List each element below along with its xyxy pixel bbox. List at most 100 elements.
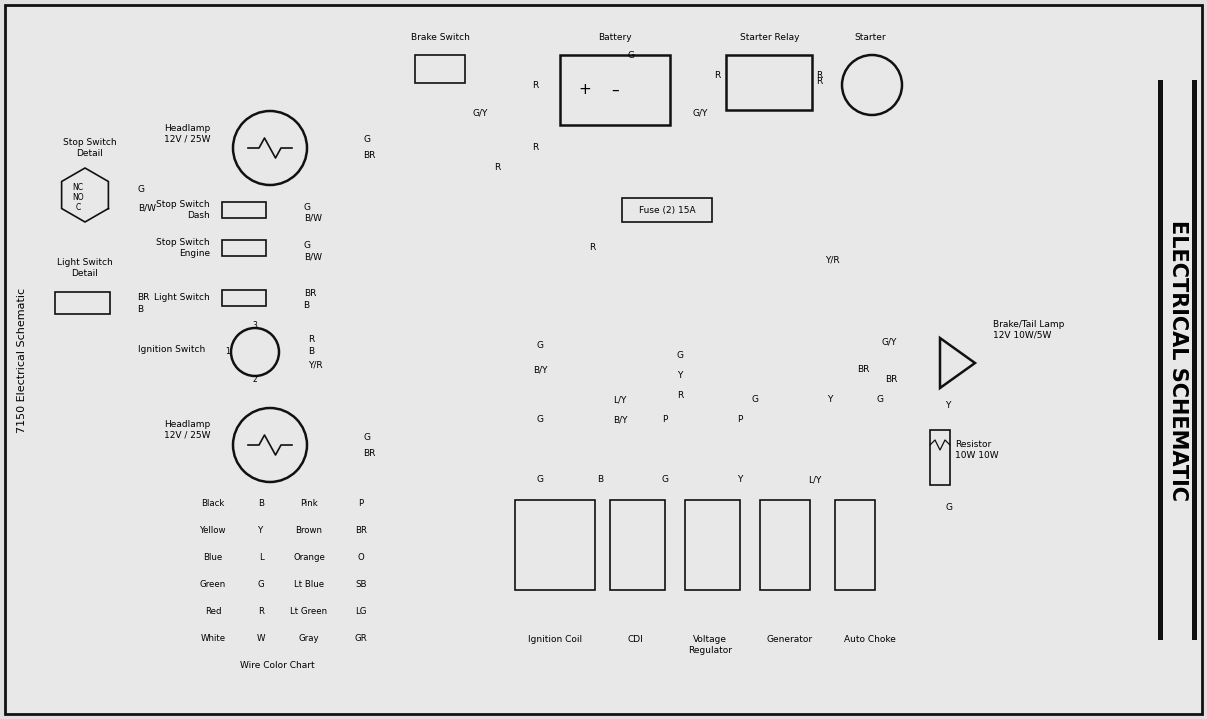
Text: Lt Blue: Lt Blue [295, 580, 323, 589]
Text: L: L [258, 553, 263, 562]
Text: G: G [536, 475, 543, 485]
Text: P: P [737, 416, 742, 424]
Text: Wire Color Chart: Wire Color Chart [240, 661, 314, 671]
Text: Y: Y [258, 526, 263, 535]
Circle shape [231, 328, 279, 376]
Text: Y: Y [737, 475, 742, 485]
Bar [515, 500, 595, 590]
Text: Generator: Generator [766, 636, 814, 644]
Text: R: R [677, 390, 683, 400]
Text: G: G [876, 395, 884, 405]
Text: GR: GR [355, 634, 367, 643]
Text: G: G [363, 135, 371, 145]
Text: Y: Y [677, 370, 683, 380]
Text: Gray: Gray [298, 634, 320, 643]
Text: BR: BR [885, 375, 897, 385]
Text: B/W: B/W [304, 214, 322, 222]
Bar [610, 500, 665, 590]
Text: B: B [258, 499, 264, 508]
Bar [222, 202, 266, 218]
Text: Stop Switch
Dash: Stop Switch Dash [157, 201, 210, 220]
Text: Starter: Starter [855, 34, 886, 42]
Text: G: G [536, 416, 543, 424]
Text: Starter Relay: Starter Relay [740, 34, 800, 42]
Text: BR: BR [363, 449, 375, 457]
Circle shape [233, 111, 307, 185]
Text: Pink: Pink [301, 499, 317, 508]
Text: R: R [816, 78, 822, 86]
Text: Stop Switch
Detail: Stop Switch Detail [63, 138, 117, 157]
Text: Y: Y [945, 400, 950, 410]
Text: G: G [257, 580, 264, 589]
Text: P: P [358, 499, 363, 508]
Bar [760, 500, 810, 590]
Text: Light Switch
Detail: Light Switch Detail [57, 258, 113, 278]
Bar [415, 55, 465, 83]
Text: 2: 2 [252, 375, 257, 385]
Text: BR: BR [858, 365, 870, 375]
Bar [835, 500, 875, 590]
Text: L/Y: L/Y [809, 475, 822, 485]
Text: Brake Switch: Brake Switch [410, 34, 470, 42]
Text: +: + [578, 83, 591, 98]
Text: 3: 3 [252, 321, 257, 329]
Text: Resistor
10W 10W: Resistor 10W 10W [955, 440, 998, 459]
Text: O: O [357, 553, 365, 562]
Text: G/Y: G/Y [881, 337, 897, 347]
Text: R: R [308, 336, 314, 344]
Text: Brake/Tail Lamp
12V 10W/5W: Brake/Tail Lamp 12V 10W/5W [993, 320, 1065, 339]
Text: Stop Switch
Engine: Stop Switch Engine [157, 238, 210, 257]
Circle shape [842, 55, 902, 115]
Text: Headlamp
12V / 25W: Headlamp 12V / 25W [163, 124, 210, 144]
Text: B/W: B/W [138, 203, 156, 213]
Text: G: G [661, 475, 669, 485]
Text: B: B [138, 305, 144, 313]
Text: Battery: Battery [599, 34, 631, 42]
Text: B: B [308, 347, 314, 357]
Text: Fuse (2) 15A: Fuse (2) 15A [639, 206, 695, 214]
Text: R: R [258, 607, 264, 616]
Text: G: G [303, 203, 310, 211]
Text: R: R [816, 70, 822, 80]
Text: White: White [200, 634, 226, 643]
Text: Lt Green: Lt Green [291, 607, 327, 616]
Text: BR: BR [363, 152, 375, 160]
Bar [560, 55, 670, 125]
Text: R: R [532, 81, 538, 89]
Text: L/Y: L/Y [613, 395, 626, 405]
Text: Ignition Coil: Ignition Coil [527, 636, 582, 644]
Text: Yellow: Yellow [199, 526, 226, 535]
Text: Blue: Blue [203, 553, 222, 562]
Text: NC: NC [72, 183, 83, 193]
Text: BR: BR [355, 526, 367, 535]
Text: B: B [303, 301, 309, 311]
Text: 7150 Electrical Schematic: 7150 Electrical Schematic [17, 288, 27, 433]
Text: LG: LG [355, 607, 367, 616]
Text: NO: NO [72, 193, 83, 203]
Polygon shape [940, 338, 975, 388]
Text: G: G [945, 503, 952, 513]
Text: Y: Y [827, 395, 833, 405]
Text: Auto Choke: Auto Choke [844, 636, 896, 644]
Text: Voltage
Regulator: Voltage Regulator [688, 636, 731, 655]
Text: R: R [494, 163, 500, 173]
Text: 1: 1 [226, 347, 231, 357]
Text: Ignition Switch: Ignition Switch [138, 346, 205, 354]
Text: Headlamp
12V / 25W: Headlamp 12V / 25W [163, 421, 210, 440]
Text: R: R [713, 70, 721, 80]
Text: W: W [257, 634, 266, 643]
Bar [622, 198, 712, 222]
Bar [686, 500, 740, 590]
Text: P: P [663, 416, 667, 424]
Text: Red: Red [205, 607, 221, 616]
Bar [1158, 80, 1164, 640]
Text: B: B [597, 475, 604, 485]
Text: Brown: Brown [296, 526, 322, 535]
Text: ELECTRICAL SCHEMATIC: ELECTRICAL SCHEMATIC [1168, 219, 1188, 500]
Text: R: R [589, 244, 595, 252]
Text: C: C [75, 203, 81, 213]
Bar [1193, 80, 1197, 640]
Text: R: R [532, 144, 538, 152]
Text: Orange: Orange [293, 553, 325, 562]
Text: G/Y: G/Y [693, 109, 707, 117]
